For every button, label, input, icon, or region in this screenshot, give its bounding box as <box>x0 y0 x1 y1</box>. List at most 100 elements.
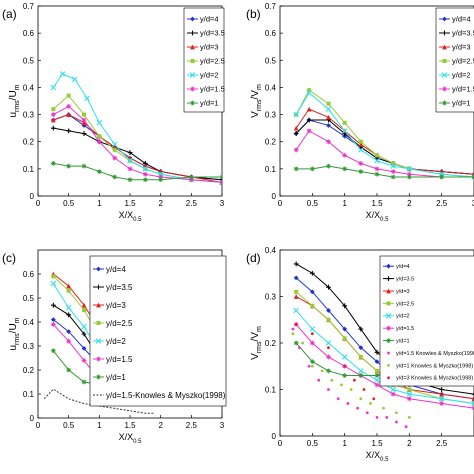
data-point <box>190 16 195 22</box>
data-point <box>298 346 301 350</box>
data-point <box>386 276 391 281</box>
legend-item: y/d=2 <box>93 337 126 346</box>
x-tick-label: 2 <box>158 421 163 430</box>
data-point <box>82 308 86 312</box>
data-point <box>190 86 195 92</box>
x-tick-label: 2.5 <box>186 199 198 208</box>
data-point <box>471 400 474 407</box>
data-point <box>50 348 56 354</box>
data-point <box>81 379 87 385</box>
x-tick-label: 1.5 <box>371 439 383 448</box>
series-6 <box>293 163 474 180</box>
data-point <box>306 128 312 134</box>
data-point <box>291 332 295 336</box>
data-point <box>81 346 87 351</box>
data-point <box>439 174 445 180</box>
data-point <box>293 340 299 346</box>
data-point <box>358 139 363 144</box>
data-point <box>439 401 445 406</box>
data-point <box>342 152 348 158</box>
y-tick-label: 0.4 <box>23 318 35 327</box>
data-point <box>293 111 299 118</box>
data-point <box>96 266 101 272</box>
x-axis-label: X/X0.5 <box>366 210 390 223</box>
data-point <box>342 373 348 378</box>
legend-item: y/d=1.5 <box>383 325 414 332</box>
data-point <box>382 406 385 410</box>
y-tick-label: 0 <box>272 192 277 201</box>
data-point <box>374 373 380 378</box>
y-tick-label: 0.5 <box>265 56 277 65</box>
x-tick-label: 0 <box>36 199 41 208</box>
legend-label: y/d=1.5 <box>106 355 133 364</box>
data-point <box>404 425 408 429</box>
series-8 <box>291 332 411 419</box>
data-point <box>50 317 56 322</box>
data-point <box>293 131 299 136</box>
data-point <box>66 128 72 134</box>
data-point <box>189 72 196 78</box>
panel-label: (b) <box>246 7 261 21</box>
legend-item: y/d=3 <box>187 43 219 52</box>
data-point <box>188 177 194 183</box>
legend-label: y/d=3.5 <box>106 283 133 292</box>
data-point <box>407 387 412 392</box>
data-point <box>190 100 195 106</box>
data-point <box>372 397 376 401</box>
series-line <box>295 119 474 175</box>
y-tick-label: 0.7 <box>265 2 277 11</box>
data-point <box>386 301 391 306</box>
data-point <box>374 166 380 172</box>
data-point <box>306 117 312 123</box>
legend-label: y/d=2.5 <box>200 57 225 66</box>
data-point <box>439 387 445 392</box>
data-point <box>51 274 56 279</box>
data-point <box>375 416 379 419</box>
legend-item: y/d=4 <box>187 15 219 24</box>
data-point <box>358 368 364 374</box>
data-point <box>127 166 133 172</box>
series-1 <box>50 125 222 183</box>
data-point <box>127 157 133 164</box>
x-tick-label: 2 <box>407 199 412 208</box>
data-point <box>81 324 87 330</box>
data-point <box>96 284 101 290</box>
legend-label: y/d=2.5 <box>452 57 474 66</box>
data-point <box>387 376 390 380</box>
y-tick-label: 0.3 <box>23 342 35 351</box>
legend-label: y/d=4 <box>200 15 219 24</box>
data-point <box>112 147 117 152</box>
data-point <box>369 402 372 405</box>
legend-label: y/d=3 <box>106 301 126 310</box>
data-point <box>327 346 330 350</box>
y-tick-label: 0.2 <box>265 339 277 348</box>
legend-item: y/d=2.5 <box>439 57 474 66</box>
data-point <box>59 71 66 77</box>
data-point <box>81 331 87 337</box>
data-point <box>342 120 347 125</box>
series-line <box>295 108 474 175</box>
data-point <box>407 416 411 419</box>
data-point <box>127 150 133 155</box>
legend-label: y/d=1 <box>200 99 219 108</box>
panel-label: (c) <box>2 251 16 265</box>
series-5 <box>293 128 474 180</box>
y-tick-label: 0 <box>30 414 35 423</box>
data-point <box>50 84 57 91</box>
data-point <box>111 141 118 148</box>
x-tick-label: 2 <box>407 439 412 448</box>
data-point <box>317 378 321 382</box>
data-point <box>374 382 380 388</box>
chart-panel-c: 0 0.5 1 1.5 2 2.5 3 0 0.1 0.2 0.3 0.4 0.5 0.6 X/X0.5 ur… <box>2 249 227 445</box>
series-6 <box>50 161 222 183</box>
x-tick-label: 1 <box>97 199 102 208</box>
legend-item: y/d=1.5 Knowles & Myszko(1998) <box>387 351 474 357</box>
legend-label: y/d=3.5 <box>396 277 414 283</box>
data-point <box>72 76 78 83</box>
series-line <box>53 105 222 183</box>
data-point <box>442 59 447 63</box>
data-point <box>66 104 72 109</box>
data-point <box>375 368 379 373</box>
x-tick-label: 0.5 <box>307 199 319 208</box>
legend-item: y/d=1 <box>187 99 219 108</box>
